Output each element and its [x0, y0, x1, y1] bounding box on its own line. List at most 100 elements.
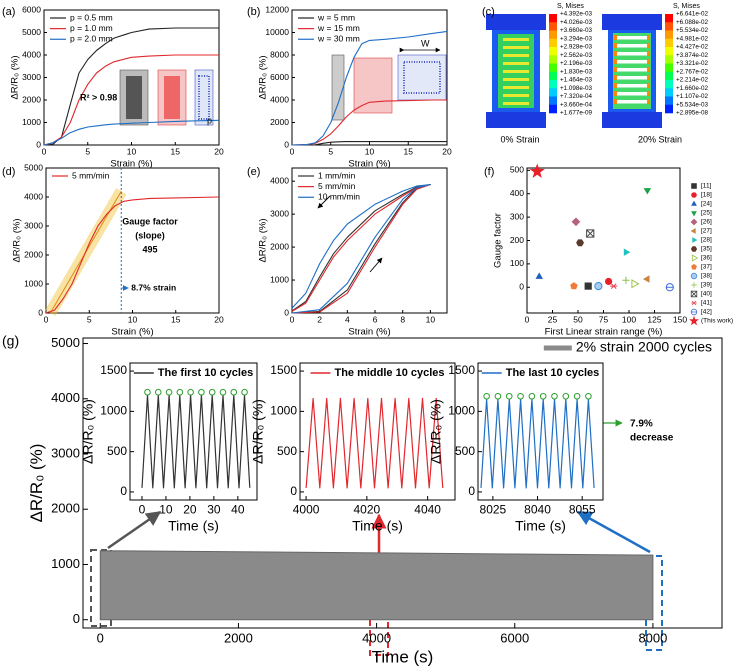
- hotspot: [614, 59, 617, 64]
- x-tick-label: 8: [400, 314, 405, 324]
- legend-label: [24]: [701, 201, 712, 208]
- stripe: [503, 78, 529, 81]
- colorbar-segment: [665, 55, 673, 64]
- zoom-box: [90, 549, 112, 627]
- x-tick-label: 25: [548, 314, 558, 324]
- peak-marker: [241, 388, 248, 396]
- y-tick-label: 1500: [100, 363, 127, 377]
- stripe: [616, 36, 648, 40]
- x-tick-label: 10: [426, 314, 436, 324]
- legend-label: w = 5 mm: [317, 12, 355, 22]
- colorbar-segment: [549, 38, 557, 48]
- annotation: 7.9%: [630, 419, 653, 430]
- x-tick-label: 20: [214, 146, 224, 156]
- caption: 20% Strain: [638, 134, 682, 144]
- colorbar-segment: [665, 80, 673, 89]
- scatter-point: [535, 272, 543, 279]
- x-tick-label: 15: [404, 146, 414, 156]
- legend-label: [27]: [701, 228, 712, 235]
- legend-label: [11]: [701, 183, 712, 190]
- colorbar-label: +4.427e-02: [676, 44, 709, 51]
- y-tick-label: 5000: [51, 335, 80, 350]
- colorbar-label: +2.895e-08: [676, 110, 709, 117]
- x-tick-label: 0: [42, 146, 47, 156]
- legend-label: p = 0.5 mm: [70, 12, 113, 22]
- legend-label: 5 mm/min: [72, 170, 110, 180]
- colorbar-label: +1.107e-02: [676, 93, 709, 100]
- peak-marker: [165, 388, 173, 396]
- plot-frame: [82, 337, 723, 629]
- colorbar-label: +6.641e-02: [676, 11, 709, 18]
- x-tick-label: 0: [44, 314, 49, 324]
- legend-marker: [691, 192, 697, 198]
- scatter-point: [623, 248, 631, 256]
- stripe: [616, 84, 648, 88]
- legend-label: The middle 10 cycles: [334, 367, 444, 379]
- colorbar-label: +3.660e-03: [560, 27, 593, 34]
- y-tick-label: 200: [510, 235, 524, 245]
- x-axis-label: Time (s): [168, 518, 219, 534]
- x-tick-label: 0: [290, 314, 295, 324]
- colorbar-label: +7.320e-04: [560, 93, 593, 100]
- x-tick-label: 15: [171, 314, 181, 324]
- y-tick-label: 0: [36, 139, 41, 149]
- panel-label: (f): [484, 166, 494, 178]
- hotspot: [647, 99, 650, 104]
- y-tick-label: 2000: [270, 117, 289, 127]
- plot-frame: [299, 362, 456, 501]
- panel-label: (g): [2, 333, 19, 349]
- plot-frame: [526, 167, 681, 314]
- legend-label: [39]: [701, 282, 712, 289]
- legend-marker: [690, 308, 698, 316]
- peak-marker: [505, 392, 513, 400]
- data-line: [43, 27, 219, 146]
- y-tick-label: 2000: [24, 249, 43, 259]
- colorbar-title: S, Mises: [557, 3, 584, 10]
- colorbar-label: +3.321e-02: [676, 60, 709, 67]
- legend-label: p = 2.0 mm: [70, 34, 113, 44]
- x-tick-label: 0: [525, 314, 530, 324]
- colorbar-label: +2.928e-03: [560, 44, 593, 51]
- colorbar-segment: [549, 55, 557, 64]
- colorbar-label: +4.981e-02: [676, 35, 709, 42]
- colorbar-label: +3.294e-03: [560, 35, 593, 42]
- colorbar-label: +1.098e-03: [560, 85, 593, 92]
- legend-marker: [691, 200, 697, 206]
- x-tick-label: 2: [317, 314, 322, 324]
- colorbar-label: +2.214e-02: [676, 77, 709, 84]
- x-tick-label: 5: [328, 146, 333, 156]
- arrow: [317, 195, 331, 209]
- legend-label: [42]: [701, 309, 712, 316]
- y-tick-label: 8000: [270, 49, 289, 59]
- peak-marker: [517, 392, 524, 400]
- x-tick-label: 10: [127, 146, 137, 156]
- peak-marker: [562, 392, 570, 400]
- scatter-point: [576, 239, 584, 247]
- y-tick-label: 3000: [270, 208, 289, 218]
- x-axis-label: Strain (%): [110, 159, 152, 170]
- colorbar-label: +5.534e-02: [676, 27, 709, 34]
- x-tick-label: 75: [599, 314, 609, 324]
- data-line: [292, 141, 447, 146]
- y-tick-label: 1500: [448, 363, 475, 377]
- panel-label: (a): [2, 6, 15, 18]
- legend-marker: [691, 211, 697, 217]
- y-tick-label: 1000: [51, 556, 80, 571]
- hotspot: [647, 43, 650, 48]
- x-tick-label: 10: [365, 146, 375, 156]
- legend-label: [41]: [701, 300, 712, 307]
- x-tick-label: 30: [207, 502, 221, 516]
- y-tick-label: 0: [284, 307, 289, 317]
- y-tick-label: 500: [510, 165, 524, 175]
- area: [99, 550, 654, 621]
- y-tick-label: 300: [510, 211, 524, 221]
- panel-label: (d): [2, 166, 15, 178]
- peak-marker: [585, 392, 592, 400]
- legend-marker: [692, 237, 698, 243]
- data-line: [305, 397, 444, 489]
- y-tick-label: 3000: [24, 220, 43, 230]
- data-line: [291, 30, 448, 146]
- colorbar-label: +2.196e-03: [560, 60, 593, 67]
- legend-label: w = 15 mm: [317, 23, 360, 33]
- y-tick-label: 500: [107, 444, 127, 458]
